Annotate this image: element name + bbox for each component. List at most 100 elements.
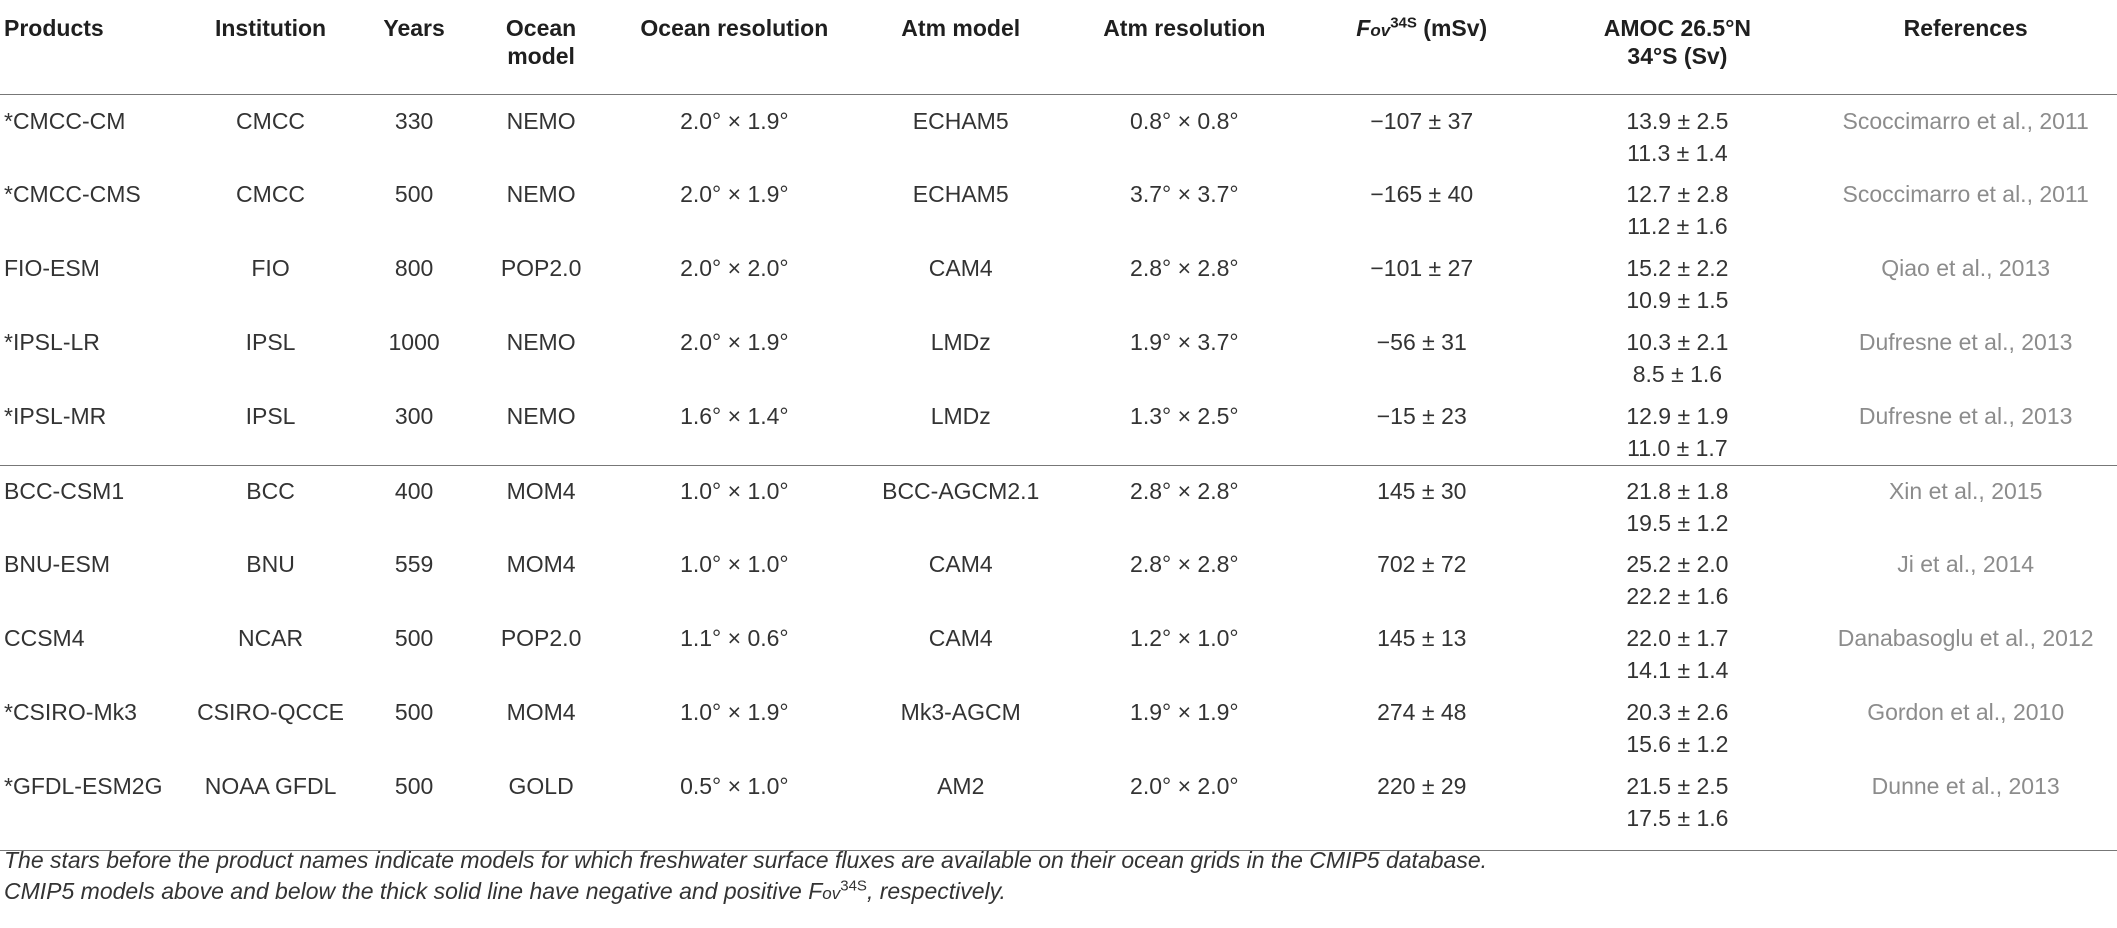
cell-atm-model: LMDz: [930, 403, 991, 429]
cell-atm-resolution: 2.8° × 2.8°: [1065, 464, 1304, 539]
cell-amoc-north: 13.9 ± 2.5: [1626, 108, 1729, 134]
cell-institution: CSIRO-QCCE: [197, 699, 345, 725]
cell-atm-resolution: 2.0° × 2.0°: [1065, 761, 1304, 851]
table-row: *IPSL-LR IPSL 1000 NEMO 2.0° × 1.9° LMDz…: [0, 317, 2117, 391]
cell-product: *IPSL-MR: [4, 403, 107, 429]
cell-institution: IPSL: [245, 329, 296, 355]
cell-fov: −107 ± 37: [1370, 108, 1474, 134]
cell-product: *CSIRO-Mk3: [4, 699, 137, 725]
cell-amoc-north: 10.3 ± 2.1: [1626, 329, 1729, 355]
cell-atm-model: CAM4: [928, 551, 993, 577]
header-fov-symbol: F: [1356, 15, 1371, 41]
cell-amoc-north: 22.0 ± 1.7: [1626, 625, 1729, 651]
cell-atm-resolution: 2.8° × 2.8°: [1130, 255, 1239, 281]
cell-fov: 145 ± 30: [1303, 464, 1541, 539]
cell-fov: 702 ± 72: [1377, 551, 1467, 577]
cell-amoc-north: 21.5 ± 2.5: [1626, 773, 1729, 799]
footnote-line2-sup: 34S: [840, 877, 867, 895]
cell-amoc: 21.5 ± 2.5 17.5 ± 1.6: [1540, 761, 1815, 851]
cell-reference: Scoccimarro et al., 2011: [1842, 181, 2089, 207]
table-row: CCSM4 NCAR 500 POP2.0 1.1° × 0.6° CAM4 1…: [0, 613, 2117, 687]
table-row: *IPSL-MR IPSL 300 NEMO 1.6° × 1.4° LMDz …: [0, 391, 2117, 465]
cell-amoc-north: 12.9 ± 1.9: [1626, 403, 1729, 429]
cell-institution: CMCC: [236, 108, 306, 134]
cell-fov: 145 ± 13: [1377, 625, 1467, 651]
footnote-line2-start: CMIP5 models above and below the thick s…: [4, 878, 823, 904]
cell-reference: Xin et al., 2015: [1814, 464, 2117, 539]
cell-atm-model: LMDz: [930, 329, 991, 355]
header-products: Products: [0, 0, 183, 95]
header-ocean-resolution: Ocean resolution: [612, 0, 856, 95]
header-fov-sub: ov: [1370, 21, 1391, 40]
cell-ocean-resolution: 2.0° × 2.0°: [680, 255, 789, 281]
cell-ocean-model: MOM4: [469, 464, 613, 539]
cell-reference: Danabasoglu et al., 2012: [1837, 625, 2094, 651]
cell-reference: Qiao et al., 2013: [1881, 255, 2051, 281]
cell-atm-model: ECHAM5: [912, 181, 1009, 207]
cell-amoc-south: 10.9 ± 1.5: [1626, 287, 1729, 313]
cell-amoc-south: 11.3 ± 1.4: [1627, 140, 1728, 166]
header-fov-unit: (mSv): [1416, 15, 1488, 41]
cell-product: BCC-CSM1: [0, 464, 183, 539]
table-row: FIO-ESM FIO 800 POP2.0 2.0° × 2.0° CAM4 …: [0, 243, 2117, 317]
cell-atm-resolution: 2.8° × 2.8°: [1130, 551, 1239, 577]
cell-atm-resolution: 1.9° × 3.7°: [1130, 329, 1239, 355]
cell-ocean-model: NEMO: [506, 108, 576, 134]
cell-atm-resolution: 1.2° × 1.0°: [1130, 625, 1239, 651]
header-fov: Fov34S (mSv): [1303, 0, 1541, 95]
cell-amoc-north: 20.3 ± 2.6: [1626, 699, 1729, 725]
cell-institution: FIO: [251, 255, 290, 281]
cell-atm-resolution: 3.7° × 3.7°: [1130, 181, 1239, 207]
cell-amoc: 10.3 ± 2.1 8.5 ± 1.6: [1540, 317, 1814, 391]
header-amoc-line2: 34°S (Sv): [1627, 43, 1728, 69]
cell-atm-model: ECHAM5: [912, 108, 1009, 134]
cell-fov: −165 ± 40: [1370, 181, 1474, 207]
header-fov-sup: 34S: [1390, 14, 1417, 32]
cell-atm-resolution: 1.3° × 2.5°: [1130, 403, 1239, 429]
cell-years: 500: [394, 181, 434, 207]
cell-amoc: 21.8 ± 1.8 19.5 ± 1.2: [1540, 464, 1815, 539]
cell-product: BNU-ESM: [4, 551, 111, 577]
cell-reference: Dufresne et al., 2013: [1858, 403, 2073, 429]
cell-fov: −101 ± 27: [1370, 255, 1474, 281]
table-row: *GFDL-ESM2G NOAA GFDL 500 GOLD 0.5° × 1.…: [0, 761, 2117, 851]
cell-amoc-south: 19.5 ± 1.2: [1626, 509, 1729, 536]
cell-institution: NOAA GFDL: [182, 761, 359, 851]
cell-ocean-model: NEMO: [506, 329, 576, 355]
cell-atm-model: CAM4: [928, 625, 993, 651]
cell-years: 559: [394, 551, 434, 577]
cell-atm-model: CAM4: [928, 255, 993, 281]
cell-amoc-south: 14.1 ± 1.4: [1626, 657, 1729, 683]
header-references: References: [1814, 0, 2117, 95]
cell-ocean-resolution: 0.5° × 1.0°: [612, 761, 856, 851]
cell-amoc: 12.7 ± 2.8 11.2 ± 1.6: [1540, 169, 1814, 243]
cell-product: *CMCC-CMS: [4, 181, 141, 207]
cell-amoc: 20.3 ± 2.6 15.6 ± 1.2: [1540, 687, 1814, 761]
cell-amoc-south: 15.6 ± 1.2: [1626, 731, 1729, 757]
cell-ocean-resolution: 2.0° × 1.9°: [680, 108, 789, 134]
cell-amoc-south: 17.5 ± 1.6: [1626, 805, 1729, 831]
cell-institution: CMCC: [236, 181, 306, 207]
cell-product: *CMCC-CM: [4, 108, 126, 134]
table-row: *CMCC-CM CMCC 330 NEMO 2.0° × 1.9° ECHAM…: [0, 95, 2117, 170]
cell-ocean-resolution: 2.0° × 1.9°: [680, 181, 789, 207]
cell-amoc: 25.2 ± 2.0 22.2 ± 1.6: [1540, 539, 1814, 613]
header-ocean-model-line2: model: [507, 43, 575, 69]
table-row: BNU-ESM BNU 559 MOM4 1.0° × 1.0° CAM4 2.…: [0, 539, 2117, 613]
cell-ocean-model: NEMO: [506, 403, 576, 429]
cell-fov: 220 ± 29: [1303, 761, 1541, 851]
cell-years: 500: [394, 699, 434, 725]
cell-years: 400: [358, 464, 470, 539]
cell-fov: 274 ± 48: [1377, 699, 1467, 725]
header-row: Products Institution Years Ocean model O…: [0, 0, 2117, 95]
footnote-line1: The stars before the product names indic…: [4, 847, 1488, 873]
table-row: *CSIRO-Mk3 CSIRO-QCCE 500 MOM4 1.0° × 1.…: [0, 687, 2117, 761]
cell-product: FIO-ESM: [4, 255, 100, 281]
table-footnote: The stars before the product names indic…: [4, 845, 1487, 909]
cell-years: 800: [394, 255, 434, 281]
cell-atm-model: BCC-AGCM2.1: [855, 464, 1066, 539]
cell-atm-resolution: 0.8° × 0.8°: [1130, 108, 1239, 134]
header-atm-resolution: Atm resolution: [1065, 0, 1304, 95]
cell-reference: Dufresne et al., 2013: [1858, 329, 2073, 355]
